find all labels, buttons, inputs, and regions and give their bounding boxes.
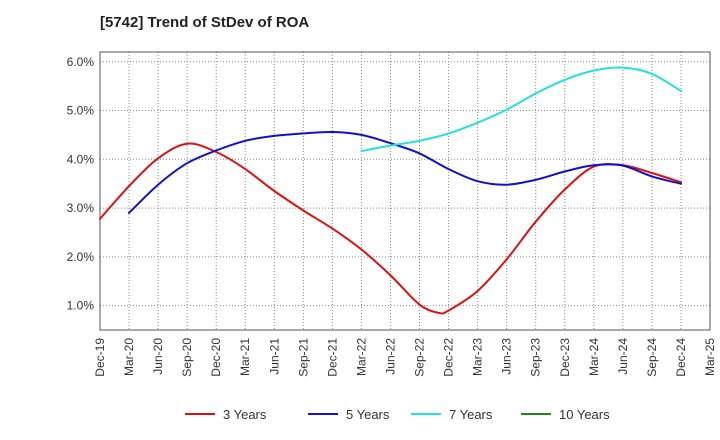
x-tick-label: Sep-21 <box>296 338 310 377</box>
x-tick-label: Sep-20 <box>180 338 194 377</box>
x-tick-label: Mar-22 <box>354 338 368 376</box>
x-tick-label: Dec-24 <box>674 338 688 377</box>
x-tick-label: Jun-22 <box>383 338 397 375</box>
x-tick-label: Mar-24 <box>587 338 601 376</box>
x-tick-label: Jun-21 <box>267 338 281 375</box>
x-tick-label: Mar-25 <box>703 338 717 376</box>
x-tick-label: Mar-20 <box>122 338 136 376</box>
x-tick-label: Dec-21 <box>325 338 339 377</box>
x-tick-label: Jun-23 <box>500 338 514 375</box>
chart-title: [5742] Trend of StDev of ROA <box>100 14 310 31</box>
x-tick-label: Dec-19 <box>93 338 107 377</box>
plot-area <box>100 52 710 330</box>
series-line-5-years <box>128 130 682 214</box>
y-tick-label: 5.0% <box>67 104 95 118</box>
x-tick-label: Jun-20 <box>151 338 165 375</box>
x-tick-label: Dec-22 <box>442 338 456 377</box>
x-tick-label: Sep-23 <box>529 338 543 377</box>
legend-label: 3 Years <box>223 407 267 422</box>
legend-label: 5 Years <box>346 407 390 422</box>
x-tick-label: Sep-24 <box>645 338 659 377</box>
legend-label: 10 Years <box>559 407 610 422</box>
y-tick-label: 4.0% <box>67 152 95 166</box>
x-tick-label: Sep-22 <box>413 338 427 377</box>
plot-border <box>99 51 711 331</box>
series-line-7-years <box>360 66 682 152</box>
y-tick-label: 3.0% <box>67 201 95 215</box>
y-tick-label: 6.0% <box>67 55 95 69</box>
series-line-3-years <box>99 142 682 315</box>
y-tick-label: 2.0% <box>67 250 95 264</box>
y-tick-label: 1.0% <box>67 299 95 313</box>
x-tick-label: Dec-23 <box>558 338 572 377</box>
x-tick-label: Dec-20 <box>209 338 223 377</box>
x-tick-label: Jun-24 <box>616 338 630 375</box>
x-tick-label: Mar-21 <box>238 338 252 376</box>
x-tick-label: Mar-23 <box>471 338 485 376</box>
legend-label: 7 Years <box>449 407 493 422</box>
